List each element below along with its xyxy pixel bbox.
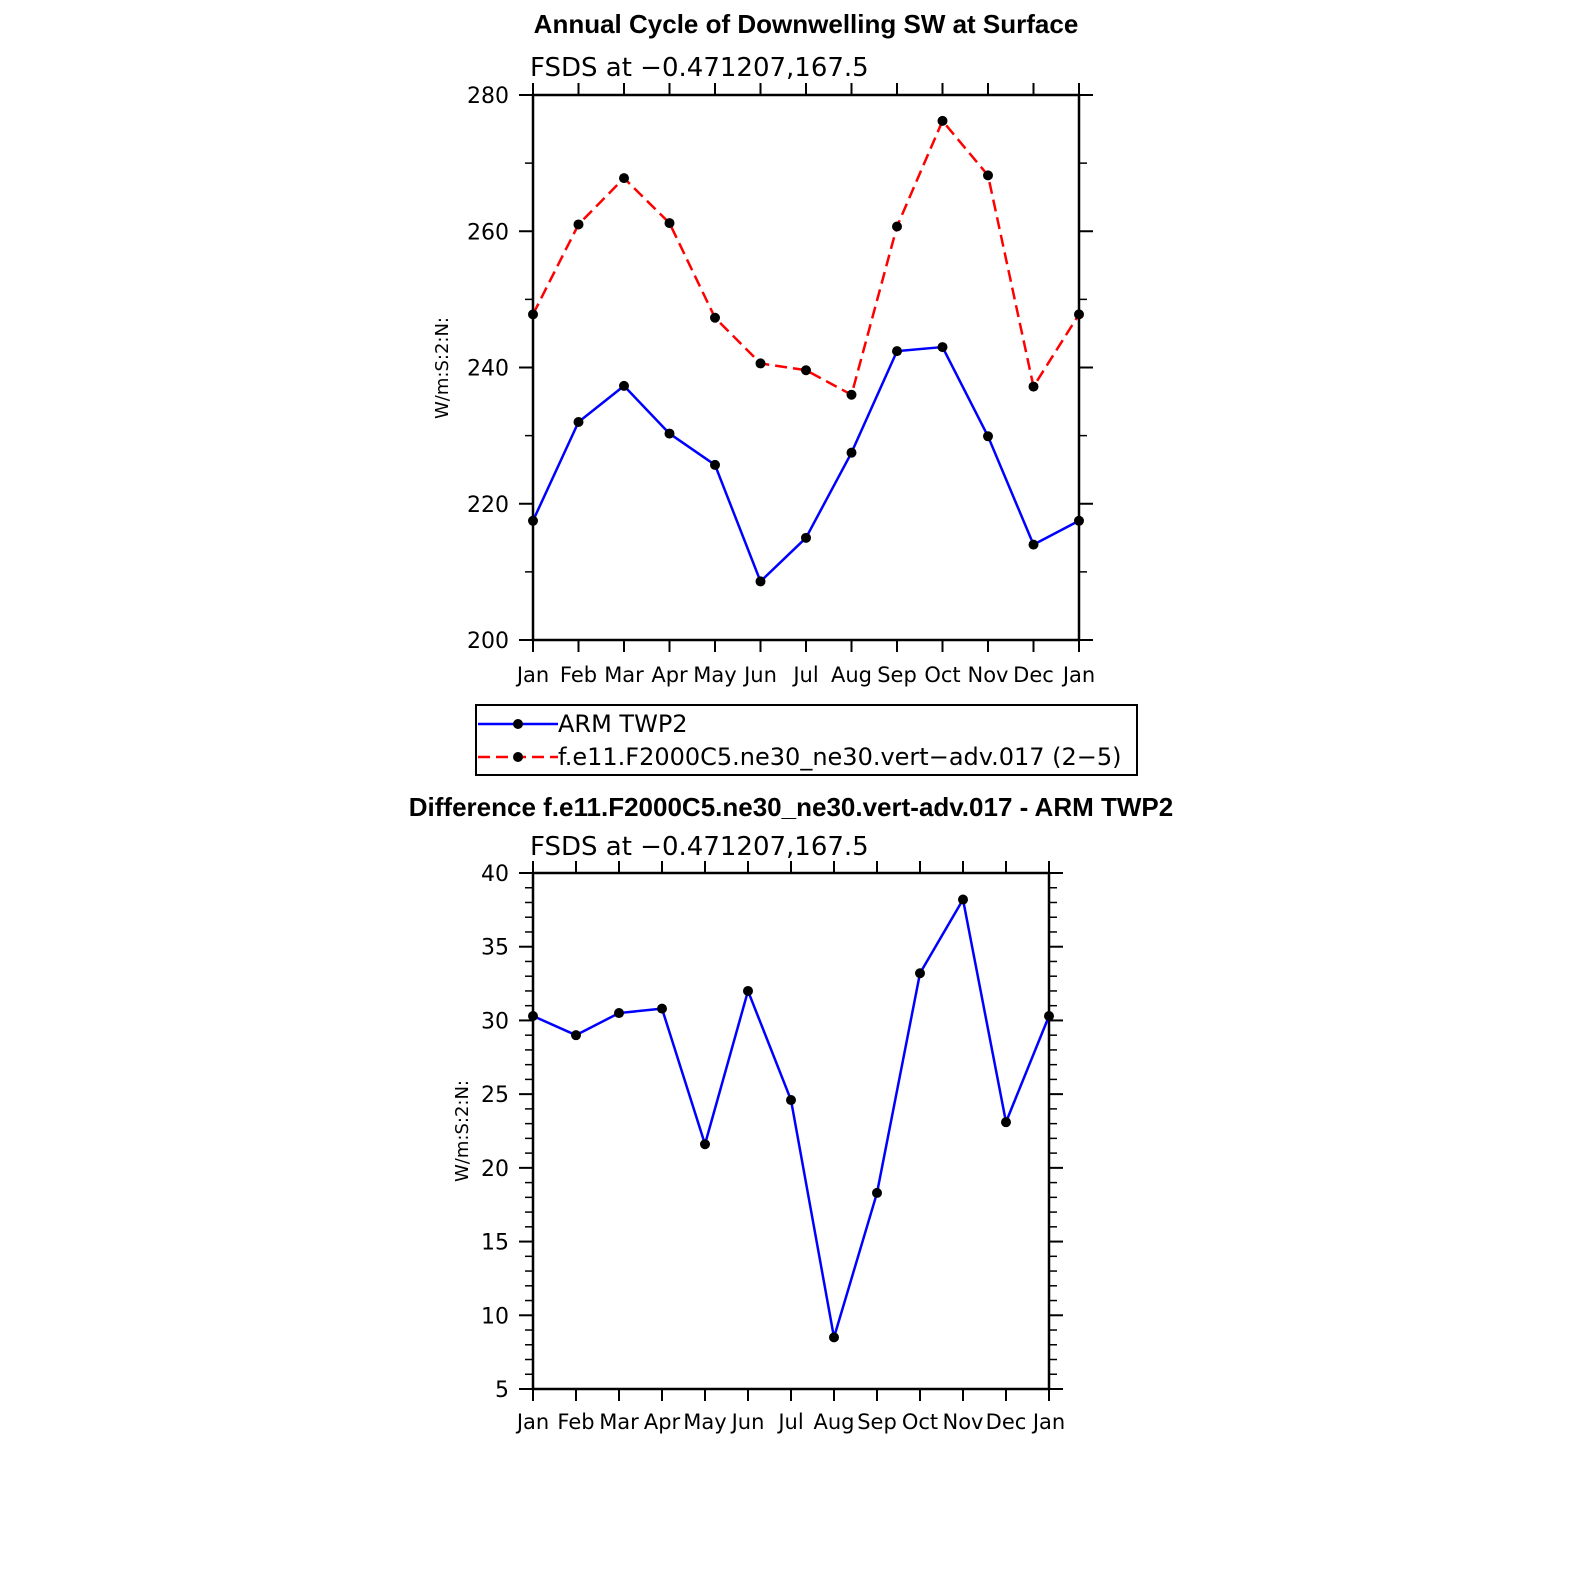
x-tick-label: Jul	[776, 1410, 803, 1434]
data-point-0	[1001, 1117, 1011, 1128]
data-point-1	[664, 218, 675, 229]
y-tick-label: 5	[495, 1378, 509, 1403]
x-tick-label: Feb	[560, 663, 597, 687]
x-tick-label: Dec	[986, 1410, 1027, 1434]
series-line-1	[531, 119, 1081, 396]
data-point-0	[915, 968, 925, 979]
x-tick-label: Jan	[515, 1410, 549, 1434]
data-point-1	[710, 312, 720, 323]
x-tick-label: Dec	[1013, 663, 1054, 687]
x-tick-label: Jan	[1061, 663, 1095, 687]
legend: ARM TWP2 f.e11.F2000C5.ne30_ne30.vert−ad…	[475, 704, 1138, 776]
chart-subtitle: FSDS at −0.471207,167.5	[530, 53, 869, 83]
y-tick-label: 25	[481, 1083, 509, 1108]
data-point-0	[743, 985, 753, 996]
data-point-0	[872, 1187, 882, 1198]
data-point-0	[528, 515, 538, 526]
x-tick-label: Nov	[968, 663, 1009, 687]
x-tick-label: Sep	[877, 663, 917, 687]
legend-label-arm: ARM TWP2	[558, 710, 688, 738]
data-point-0	[573, 417, 584, 427]
y-tick-label: 15	[481, 1231, 509, 1256]
data-point-0	[528, 1011, 538, 1022]
data-point-0	[700, 1139, 710, 1150]
data-point-0	[1028, 539, 1039, 550]
x-tick-label: Aug	[831, 663, 872, 687]
data-point-0	[710, 459, 720, 470]
data-point-0	[571, 1030, 581, 1041]
y-axis-label: W/m:S:2:N:	[452, 1080, 473, 1182]
data-point-1	[846, 389, 857, 400]
data-point-1	[755, 358, 766, 369]
x-tick-label: Jun	[730, 1410, 765, 1434]
series-line-0	[532, 898, 1051, 1339]
data-point-0	[937, 342, 948, 353]
chart-title: Difference f.e11.F2000C5.ne30_ne30.vert-…	[409, 792, 1173, 822]
plot-area: 200 220 240 260 280 Jan Feb Mar Apr May Jun Jul Aug S…	[467, 83, 1095, 687]
y-tick-label: 20	[481, 1157, 509, 1182]
data-point-1	[1074, 309, 1084, 320]
data-point-0	[1074, 515, 1084, 526]
x-tick-label: Oct	[924, 663, 960, 687]
data-point-0	[846, 447, 857, 458]
x-tick-label: Jul	[791, 663, 818, 687]
data-point-1	[801, 365, 811, 376]
y-tick-label: 220	[467, 493, 509, 518]
data-point-1	[528, 309, 538, 320]
x-tick-label: Oct	[902, 1410, 938, 1434]
x-tick-label: Nov	[943, 1410, 984, 1434]
data-point-1	[619, 173, 629, 184]
y-axis-label: W/m:S:2:N:	[432, 317, 453, 419]
data-point-0	[958, 894, 968, 905]
y-tick-label: 30	[481, 1009, 509, 1034]
x-tick-label: Mar	[604, 663, 644, 687]
series-line-0	[531, 345, 1080, 583]
x-tick-label: Feb	[557, 1410, 594, 1434]
plot-area: 5 10 15 20 25 30 35 40 Jan Feb Mar Apr May Jun Jul Aug S…	[481, 861, 1065, 1434]
x-tick-label: May	[693, 663, 736, 687]
x-tick-label: May	[683, 1410, 726, 1434]
data-point-0	[614, 1008, 624, 1019]
difference-chart: Difference f.e11.F2000C5.ne30_ne30.vert-…	[409, 792, 1173, 1434]
data-point-0	[1044, 1011, 1054, 1022]
data-point-0	[829, 1332, 839, 1343]
data-point-0	[983, 431, 993, 442]
data-point-0	[619, 380, 629, 391]
x-tick-label: Mar	[599, 1410, 639, 1434]
chart-subtitle: FSDS at −0.471207,167.5	[530, 832, 869, 862]
annual-cycle-chart: Annual Cycle of Downwelling SW at Surfac…	[432, 9, 1138, 776]
y-tick-label: 10	[481, 1304, 509, 1329]
y-tick-label: 240	[467, 357, 509, 382]
x-tick-label: Apr	[644, 1410, 681, 1434]
data-point-1	[1028, 381, 1039, 392]
y-tick-label: 260	[467, 220, 509, 245]
legend-label-model: f.e11.F2000C5.ne30_ne30.vert−adv.017 (2−…	[558, 743, 1122, 771]
data-point-1	[983, 170, 993, 181]
data-point-1	[573, 219, 584, 230]
y-tick-label: 35	[481, 936, 509, 961]
data-point-0	[664, 428, 675, 439]
chart-title: Annual Cycle of Downwelling SW at Surfac…	[534, 9, 1079, 39]
data-point-0	[755, 576, 766, 587]
legend-marker-arm	[513, 719, 523, 729]
legend-marker-model	[513, 752, 523, 762]
data-point-0	[786, 1095, 796, 1106]
x-tick-label: Apr	[651, 663, 688, 687]
x-tick-label: Jun	[742, 663, 777, 687]
data-point-0	[657, 1003, 667, 1014]
y-tick-label: 280	[467, 84, 509, 109]
legend-box	[475, 704, 1138, 776]
x-tick-label: Jan	[515, 663, 549, 687]
data-point-1	[937, 115, 948, 126]
data-point-0	[892, 346, 902, 357]
x-tick-label: Jan	[1031, 1410, 1065, 1434]
x-tick-label: Sep	[857, 1410, 897, 1434]
data-point-0	[801, 532, 811, 543]
x-tick-label: Aug	[813, 1410, 854, 1434]
data-point-1	[892, 221, 902, 232]
y-tick-label: 40	[481, 862, 509, 887]
y-tick-label: 200	[467, 629, 509, 654]
